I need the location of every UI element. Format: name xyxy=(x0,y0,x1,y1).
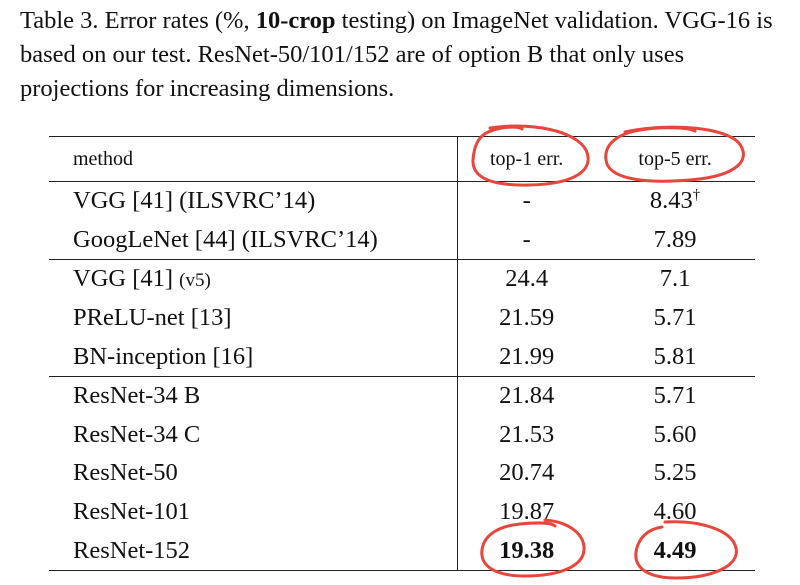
cell-method: ResNet-50 xyxy=(73,459,178,487)
cell-top1: 21.59 xyxy=(457,298,596,338)
caption-rest: testing) on ImageNet validation. VGG-16 … xyxy=(20,7,773,102)
cell-top5-value: 8.43 xyxy=(649,187,693,215)
cell-top5: 5.71 xyxy=(595,375,755,416)
cell-method-main: VGG [41] xyxy=(73,265,180,293)
cell-top5: 8.43† xyxy=(595,182,755,221)
cell-top1: - xyxy=(457,181,596,221)
cell-top1-best: 19.38 xyxy=(457,531,596,571)
error-rate-table: method top-1 err. top-5 err. VGG [41] (I… xyxy=(49,136,755,571)
cell-method: BN-inception [16] xyxy=(73,342,254,370)
table-row: ResNet-101 19.87 4.60 xyxy=(49,492,755,532)
cell-method: ResNet-152 xyxy=(49,531,458,571)
header-top1: top-1 err. xyxy=(457,136,596,182)
cell-method: ResNet-101 xyxy=(73,498,191,526)
table-row: BN-inception [16] 21.99 5.81 xyxy=(49,337,755,377)
table-row: VGG [41] (v5) 24.4 7.1 xyxy=(49,259,755,299)
cell-method: GoogLeNet [44] (ILSVRC’14) xyxy=(73,225,378,253)
caption-bold: 10-crop xyxy=(255,7,336,34)
cell-method: ResNet-34 B xyxy=(49,375,458,416)
cell-top5-best: 4.49 xyxy=(595,531,755,571)
table-row: GoogLeNet [44] (ILSVRC’14) - 7.89 xyxy=(49,220,755,260)
table-row: VGG [41] (ILSVRC’14) - 8.43† xyxy=(49,181,755,221)
table-row: PReLU-net [13] 21.59 5.71 xyxy=(49,298,755,338)
header-method: method xyxy=(49,136,458,182)
cell-method: ResNet-34 C xyxy=(73,420,201,448)
cell-top1: 21.53 xyxy=(457,415,596,455)
header-top5: top-5 err. xyxy=(595,136,755,182)
cell-top5: 7.89 xyxy=(653,225,697,253)
cell-top1: 24.4 xyxy=(457,259,596,299)
cell-top1: 19.87 xyxy=(457,492,596,532)
cell-top5: 5.60 xyxy=(653,420,697,448)
cell-top1: - xyxy=(457,220,596,260)
table-row: ResNet-34 C 21.53 5.60 xyxy=(49,415,755,455)
dagger-mark: † xyxy=(692,187,701,204)
cell-method: VGG [41] (ILSVRC’14) xyxy=(73,187,316,215)
cell-top5: 7.1 xyxy=(595,259,755,299)
caption-prefix: Table 3. Error rates (%, xyxy=(20,7,256,34)
cell-top5: 5.25 xyxy=(653,459,697,487)
cell-top1: 21.84 xyxy=(457,375,596,416)
cell-top5: 5.71 xyxy=(653,304,697,332)
table-row: ResNet-152 19.38 4.49 xyxy=(49,531,755,571)
table-row: ResNet-50 20.74 5.25 xyxy=(49,454,755,493)
cell-top1: 20.74 xyxy=(457,454,596,493)
cell-top5: 4.60 xyxy=(653,498,697,526)
cell-method-version: (v5) xyxy=(179,270,211,292)
table-header-row: method top-1 err. top-5 err. xyxy=(49,136,755,182)
table-caption: Table 3. Error rates (%, 10-crop testing… xyxy=(20,4,790,106)
cell-method: VGG [41] (v5) xyxy=(49,259,458,299)
cell-top5: 5.81 xyxy=(653,342,697,370)
error-rate-table-container: method top-1 err. top-5 err. VGG [41] (I… xyxy=(49,136,755,571)
cell-method: PReLU-net [13] xyxy=(73,304,232,332)
table-row: ResNet-34 B 21.84 5.71 xyxy=(49,375,755,416)
cell-top1: 21.99 xyxy=(457,337,596,377)
